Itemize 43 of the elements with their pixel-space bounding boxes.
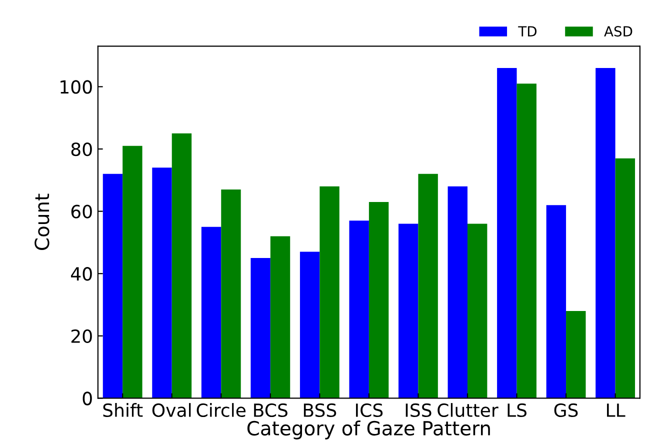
bar (368, 202, 389, 398)
x-tick-label: Shift (103, 403, 143, 418)
bar (596, 68, 616, 398)
bar (516, 84, 536, 398)
y-tick-label: 80 (71, 142, 92, 156)
bar (102, 174, 123, 398)
bar (349, 220, 369, 398)
bar (152, 168, 172, 398)
bar (448, 186, 468, 398)
x-tick-label: BCS (254, 403, 288, 418)
y-tick-label: 100 (60, 80, 92, 94)
bar (201, 226, 222, 398)
bar (250, 258, 270, 398)
legend-label: TD (518, 26, 536, 36)
legend-label: ASD (604, 26, 632, 37)
x-tick-label: GS (554, 403, 578, 418)
bar (497, 68, 517, 398)
x-tick-label: Clutter (438, 403, 498, 418)
bar (615, 158, 636, 398)
bar (300, 252, 320, 398)
x-tick-label: Circle (196, 403, 246, 418)
bar (546, 205, 566, 398)
y-tick-label: 60 (71, 204, 92, 218)
x-tick-label: ICS (356, 403, 383, 418)
y-tick-label: 40 (70, 267, 92, 281)
y-axis-title: Count (34, 194, 50, 250)
bar (270, 236, 290, 398)
bar (221, 189, 241, 398)
x-axis-title: Category of Gaze Pattern (247, 420, 490, 440)
bar (122, 146, 142, 398)
x-tick-label: ISS (406, 403, 432, 418)
y-tick-label: 0 (82, 392, 92, 406)
bar (398, 224, 418, 398)
bar (566, 310, 586, 398)
y-tick-label: 20 (71, 329, 92, 344)
x-tick-label: LS (508, 403, 527, 418)
bar (418, 174, 438, 398)
x-tick-label: Oval (152, 403, 191, 418)
x-tick-label: BSS (304, 403, 336, 418)
bar (320, 186, 340, 398)
bar (467, 224, 488, 398)
bar (172, 133, 192, 398)
x-tick-label: LL (607, 404, 626, 417)
